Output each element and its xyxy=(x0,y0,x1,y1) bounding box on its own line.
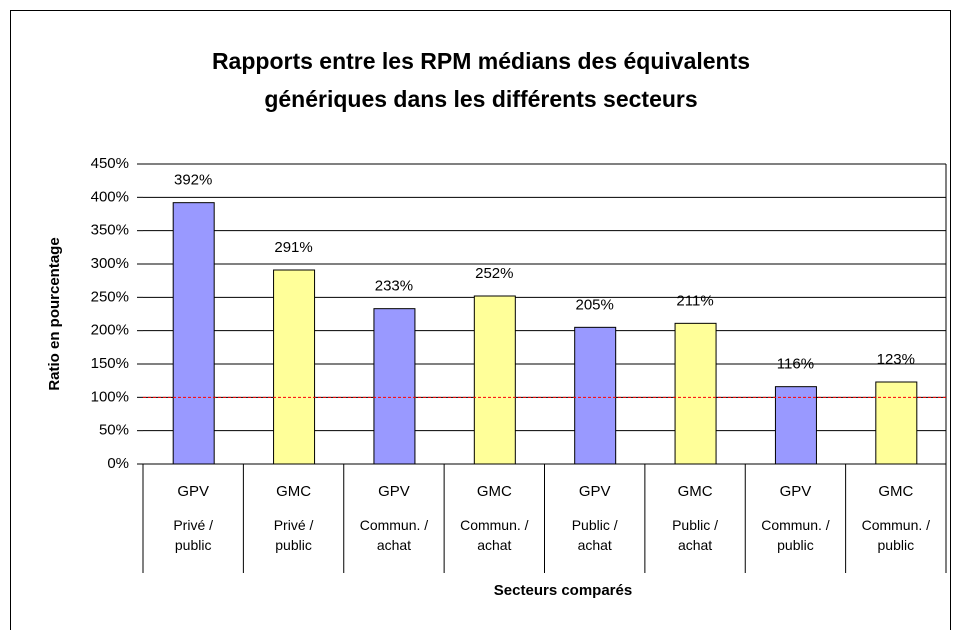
x-subcategory-label: Public / achat xyxy=(672,517,719,553)
x-subcategory-label: Commun. / achat xyxy=(359,517,429,553)
x-tick-label: GMC xyxy=(276,483,311,500)
bar xyxy=(172,202,215,465)
bar xyxy=(574,326,617,465)
chart-frame xyxy=(10,10,951,630)
x-axis-label: Secteurs comparés xyxy=(494,582,632,599)
y-axis-label: Ratio en pourcentage xyxy=(46,237,63,390)
bar xyxy=(273,269,316,465)
data-label: 392% xyxy=(174,172,212,189)
y-tick-label: 100% xyxy=(91,388,129,405)
x-tick-label: GPV xyxy=(177,483,209,500)
bar xyxy=(674,322,717,465)
x-subcategory-label: Commun. / public xyxy=(761,517,830,553)
bar xyxy=(875,381,918,465)
data-label: 116% xyxy=(777,356,814,373)
x-tick-label: GPV xyxy=(579,483,611,500)
data-label: 252% xyxy=(475,265,513,282)
x-subcategory-label: Commun. / achat xyxy=(460,517,529,553)
y-tick-label: 450% xyxy=(91,155,129,172)
bar xyxy=(473,295,516,465)
x-tick-label: GMC xyxy=(477,483,512,500)
y-tick-label: 200% xyxy=(91,322,129,339)
x-tick-label: GPV xyxy=(780,483,812,500)
data-label: 205% xyxy=(576,296,614,313)
chart-title: Rapports entre les RPM médians des équiv… xyxy=(211,48,751,112)
y-tick-label: 50% xyxy=(99,422,129,439)
data-label: 211% xyxy=(676,292,713,309)
y-tick-label: 150% xyxy=(91,355,129,372)
x-subcategory-label: Privé / public xyxy=(273,517,314,553)
x-tick-label: GPV xyxy=(378,483,410,500)
x-subcategory-label: Commun. / public xyxy=(861,517,931,553)
y-tick-label: 0% xyxy=(107,455,129,472)
x-tick-label: GMC xyxy=(878,483,913,500)
x-tick-label: GMC xyxy=(678,483,713,500)
data-label: 233% xyxy=(375,278,413,295)
y-tick-label: 300% xyxy=(91,255,129,272)
x-subcategory-label: Privé / public xyxy=(173,517,214,553)
data-label: 291% xyxy=(274,239,312,256)
bar xyxy=(373,308,416,465)
y-tick-label: 350% xyxy=(91,222,129,239)
data-label: 123% xyxy=(877,351,915,368)
y-tick-label: 250% xyxy=(91,288,129,305)
x-subcategory-label: Public / achat xyxy=(571,517,618,553)
bar xyxy=(774,386,817,465)
y-tick-label: 400% xyxy=(91,188,129,205)
